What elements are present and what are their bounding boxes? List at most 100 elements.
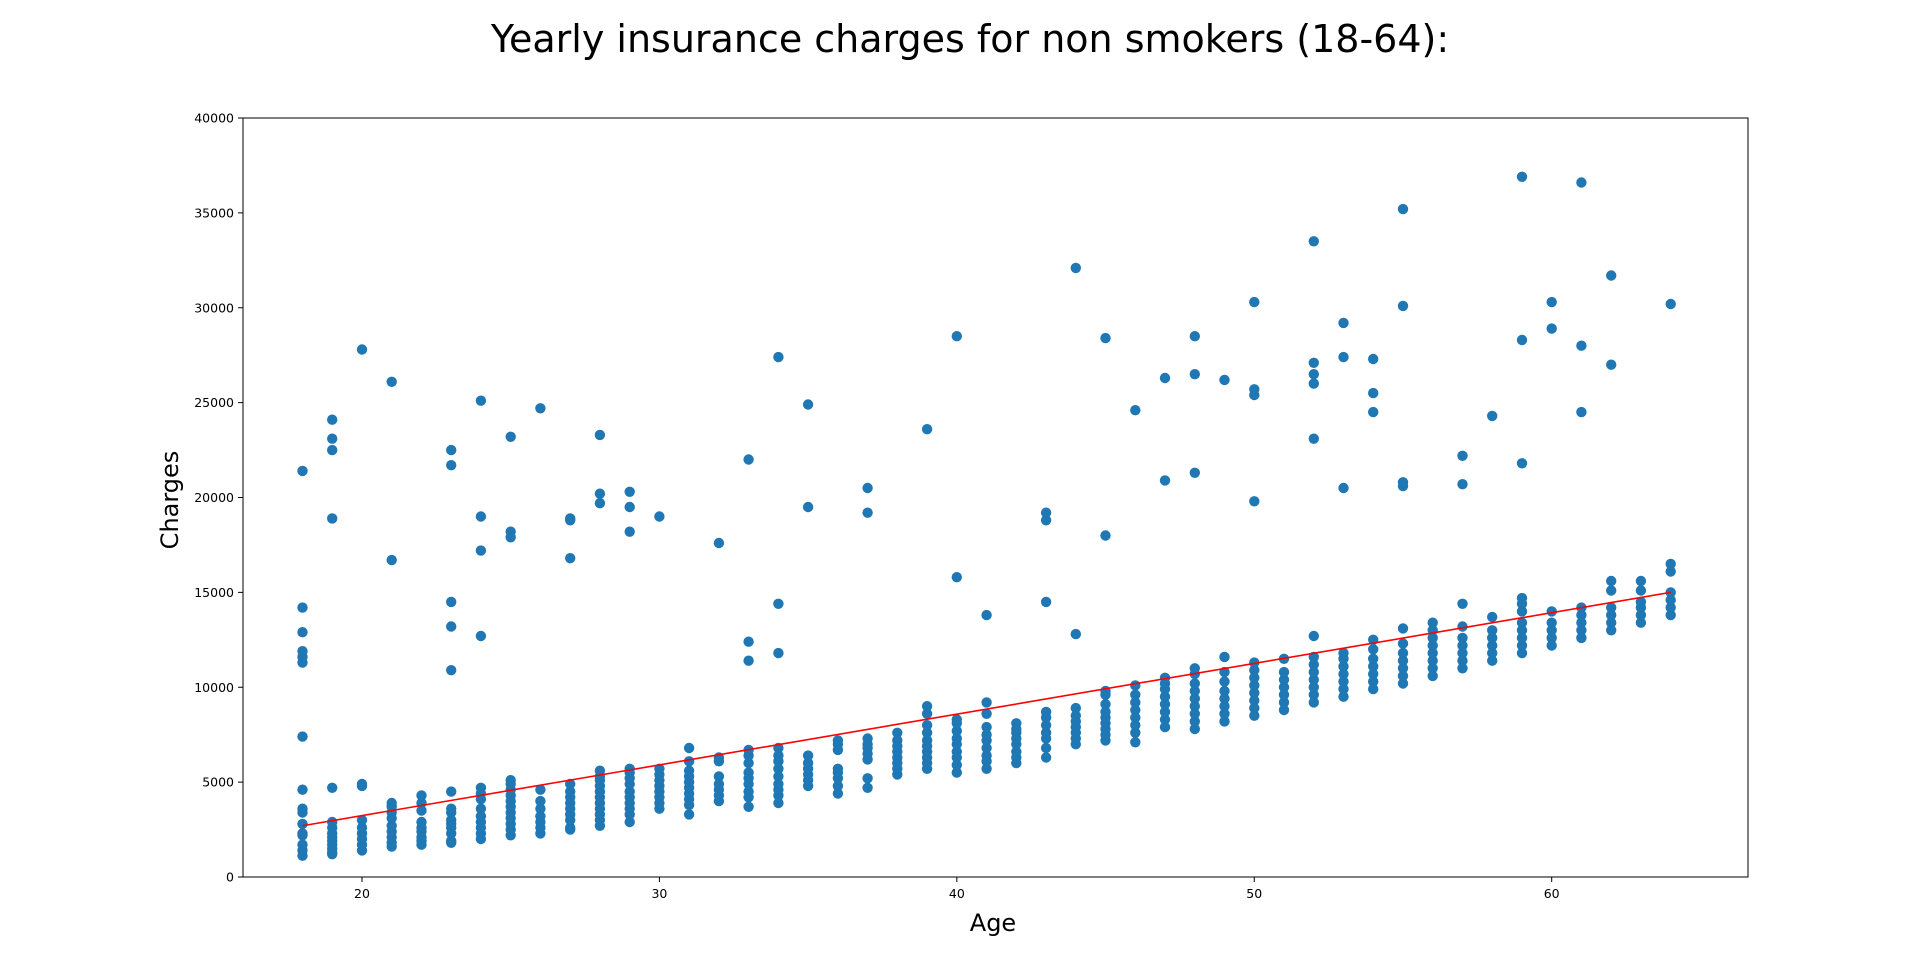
data-point	[446, 835, 457, 847]
data-point	[1516, 171, 1528, 182]
data-point	[1457, 450, 1468, 461]
x-tick-label: 40	[949, 886, 965, 901]
data-point	[1665, 298, 1676, 310]
data-point	[951, 759, 962, 771]
data-point	[1308, 659, 1320, 670]
data-point	[1219, 685, 1230, 697]
data-point	[1457, 598, 1468, 609]
data-point	[327, 433, 338, 444]
data-point	[683, 765, 695, 776]
data-point	[743, 636, 754, 647]
data-point	[981, 750, 992, 761]
data-point	[386, 820, 397, 831]
data-point	[1189, 723, 1201, 735]
data-point	[951, 725, 962, 737]
y-tick-label: 15000	[194, 585, 234, 600]
data-point	[1606, 359, 1617, 370]
data-point	[624, 486, 635, 497]
data-point	[1189, 331, 1201, 342]
data-point	[1338, 668, 1349, 680]
data-point	[1308, 378, 1320, 389]
data-point	[475, 545, 487, 556]
data-point	[1516, 647, 1528, 659]
data-point	[416, 790, 427, 801]
data-point	[1249, 680, 1260, 691]
data-point	[1338, 676, 1349, 687]
data-point	[475, 395, 487, 406]
data-point	[1576, 625, 1587, 636]
data-point	[1308, 682, 1320, 693]
data-point	[1457, 632, 1468, 644]
data-point	[446, 665, 457, 676]
data-point	[535, 811, 546, 822]
data-point	[1457, 647, 1468, 659]
data-point	[1338, 691, 1349, 702]
data-point	[1011, 746, 1022, 757]
data-point	[297, 784, 308, 795]
data-point	[892, 735, 903, 746]
data-point	[446, 460, 457, 471]
data-point	[743, 757, 754, 769]
data-point	[1159, 475, 1171, 486]
data-point	[1189, 678, 1201, 689]
data-point	[356, 822, 368, 833]
data-point	[1516, 625, 1528, 636]
data-point	[1368, 644, 1379, 655]
data-point	[1308, 357, 1320, 368]
data-point	[1011, 718, 1022, 729]
data-point	[475, 511, 487, 522]
data-point	[1368, 683, 1379, 695]
data-point	[446, 814, 457, 826]
data-point	[1397, 638, 1409, 649]
data-point	[416, 816, 427, 828]
data-point	[1368, 668, 1379, 680]
data-point	[1249, 296, 1260, 308]
data-point	[1249, 710, 1260, 721]
data-point	[981, 742, 992, 754]
data-point	[1338, 647, 1349, 659]
data-point	[1487, 611, 1498, 623]
data-point	[1249, 702, 1260, 714]
data-point	[1546, 617, 1557, 628]
data-point	[1130, 720, 1141, 731]
data-point	[297, 627, 308, 638]
chart-title: Yearly insurance charges for non smokers…	[490, 17, 1449, 61]
data-point	[743, 767, 754, 778]
data-point	[1635, 609, 1647, 621]
data-point	[862, 782, 873, 793]
data-point	[654, 763, 665, 774]
x-tick-label: 30	[651, 886, 667, 901]
data-point	[1130, 680, 1141, 691]
data-point	[802, 399, 814, 410]
x-tick-label: 50	[1246, 886, 1262, 901]
data-point	[1576, 632, 1587, 644]
data-point	[921, 701, 933, 712]
data-point	[1516, 592, 1528, 604]
y-tick-label: 0	[226, 870, 234, 885]
data-point	[981, 729, 992, 740]
data-point	[1606, 609, 1617, 621]
data-point	[773, 598, 784, 609]
data-point	[594, 498, 606, 509]
data-point	[773, 647, 784, 659]
y-tick-label: 30000	[194, 300, 234, 315]
data-point	[1308, 236, 1320, 247]
data-point	[1665, 602, 1676, 613]
data-point	[1130, 689, 1141, 700]
data-point	[802, 501, 814, 513]
data-point	[1546, 632, 1557, 644]
data-point	[624, 501, 635, 513]
data-point	[1040, 727, 1052, 738]
data-point	[1576, 177, 1587, 188]
data-point	[1278, 689, 1290, 700]
data-point	[683, 742, 695, 754]
data-point	[1308, 674, 1320, 685]
data-point	[1576, 406, 1587, 418]
data-point	[297, 646, 308, 657]
data-point	[297, 731, 308, 742]
data-point	[892, 727, 903, 738]
data-point	[981, 609, 992, 621]
data-point	[1189, 701, 1201, 712]
data-point	[1308, 369, 1320, 380]
